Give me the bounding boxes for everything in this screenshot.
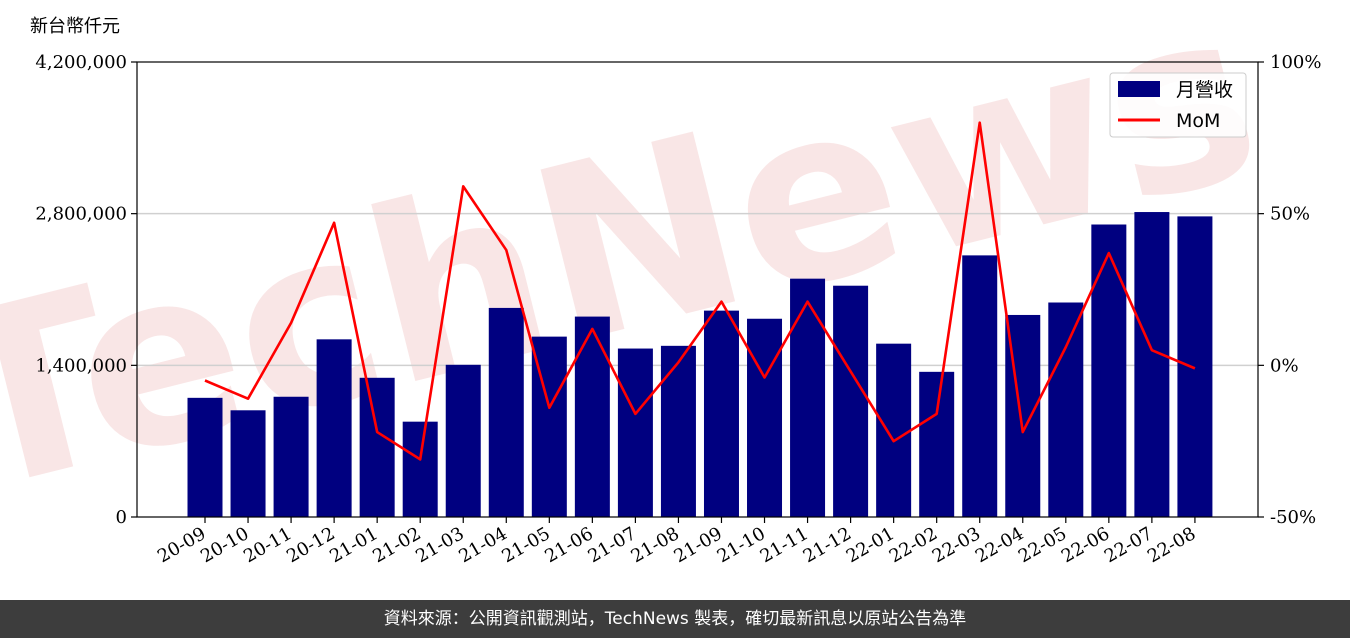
bar <box>316 339 352 517</box>
bar <box>747 318 783 517</box>
legend: 月營收 MoM <box>1109 72 1247 138</box>
x-tick-label: 20-09 <box>154 523 209 567</box>
bar <box>919 371 955 517</box>
legend-label-revenue: 月營收 <box>1176 79 1233 101</box>
right-tick-label: -50% <box>1270 507 1316 528</box>
x-tick-label: 21-10 <box>714 523 769 567</box>
bar <box>230 410 266 517</box>
x-tick-label: 21-09 <box>671 523 726 567</box>
bar <box>187 397 223 517</box>
x-tick-label: 22-08 <box>1144 523 1199 567</box>
right-tick-label: 50% <box>1270 204 1310 225</box>
x-axis-ticks: 20-0920-1020-1120-1221-0121-0221-0321-04… <box>154 517 1199 567</box>
right-tick-label: 0% <box>1270 355 1299 376</box>
bar <box>833 285 869 517</box>
left-axis-ticks: 0 1,400,000 2,800,000 4,200,000 <box>35 52 137 528</box>
mom-line-series <box>204 121 1196 461</box>
right-axis-ticks: -50% 0% 50% 100% <box>1258 52 1321 528</box>
bar <box>703 310 739 517</box>
x-tick-label: 22-02 <box>886 523 941 567</box>
bar <box>876 343 912 517</box>
y-unit-label: 新台幣仟元 <box>30 16 120 37</box>
revenue-chart: TechNews 新台幣仟元 01,400,0002,800,0004,200,… <box>0 0 1321 567</box>
left-tick-label: 4,200,000 <box>35 52 127 73</box>
left-tick-label: 2,800,000 <box>35 204 127 225</box>
x-tick-label: 20-10 <box>197 523 252 567</box>
bar <box>790 278 826 517</box>
axes <box>136 61 1259 518</box>
x-tick-label: 22-06 <box>1058 523 1113 567</box>
left-tick-label: 0 <box>116 507 127 528</box>
right-tick-label: 100% <box>1270 52 1321 73</box>
bar <box>962 255 998 517</box>
left-tick-label: 1,400,000 <box>35 355 127 376</box>
x-tick-label: 21-07 <box>584 523 639 567</box>
x-tick-label: 21-01 <box>326 523 381 567</box>
bar <box>1177 216 1213 517</box>
x-tick-label: 21-03 <box>412 523 467 567</box>
x-tick-label: 22-03 <box>929 523 984 567</box>
bar <box>359 377 395 517</box>
bar <box>617 348 653 517</box>
bar <box>445 364 481 517</box>
x-tick-label: 20-12 <box>283 523 338 567</box>
plot-frame <box>136 61 1259 518</box>
bar <box>1048 302 1084 517</box>
x-tick-label: 22-01 <box>843 523 898 567</box>
legend-swatch-bar <box>1118 81 1160 97</box>
x-tick-label: 21-04 <box>455 523 510 567</box>
x-tick-label: 21-02 <box>369 523 424 567</box>
x-tick-label: 21-05 <box>498 523 553 567</box>
x-tick-label: 21-12 <box>800 523 855 567</box>
bar <box>402 421 438 517</box>
bar-series <box>187 212 1213 517</box>
legend-label-mom: MoM <box>1176 110 1220 132</box>
bar <box>574 316 610 517</box>
x-tick-label: 22-07 <box>1101 523 1156 567</box>
source-footer: 資料來源：公開資訊觀測站，TechNews 製表，確切最新訊息以原站公告為準 <box>0 600 1350 638</box>
x-tick-label: 21-08 <box>628 523 683 567</box>
x-tick-label: 22-05 <box>1015 523 1070 567</box>
bar <box>660 345 696 517</box>
x-tick-label: 20-11 <box>240 523 295 567</box>
x-tick-label: 21-11 <box>757 523 812 567</box>
x-tick-label: 22-04 <box>972 523 1027 567</box>
x-tick-label: 21-06 <box>541 523 596 567</box>
bar <box>273 396 309 517</box>
bar <box>488 307 524 517</box>
bar <box>1091 224 1127 517</box>
bar <box>1134 212 1170 517</box>
mom-line <box>204 121 1196 461</box>
